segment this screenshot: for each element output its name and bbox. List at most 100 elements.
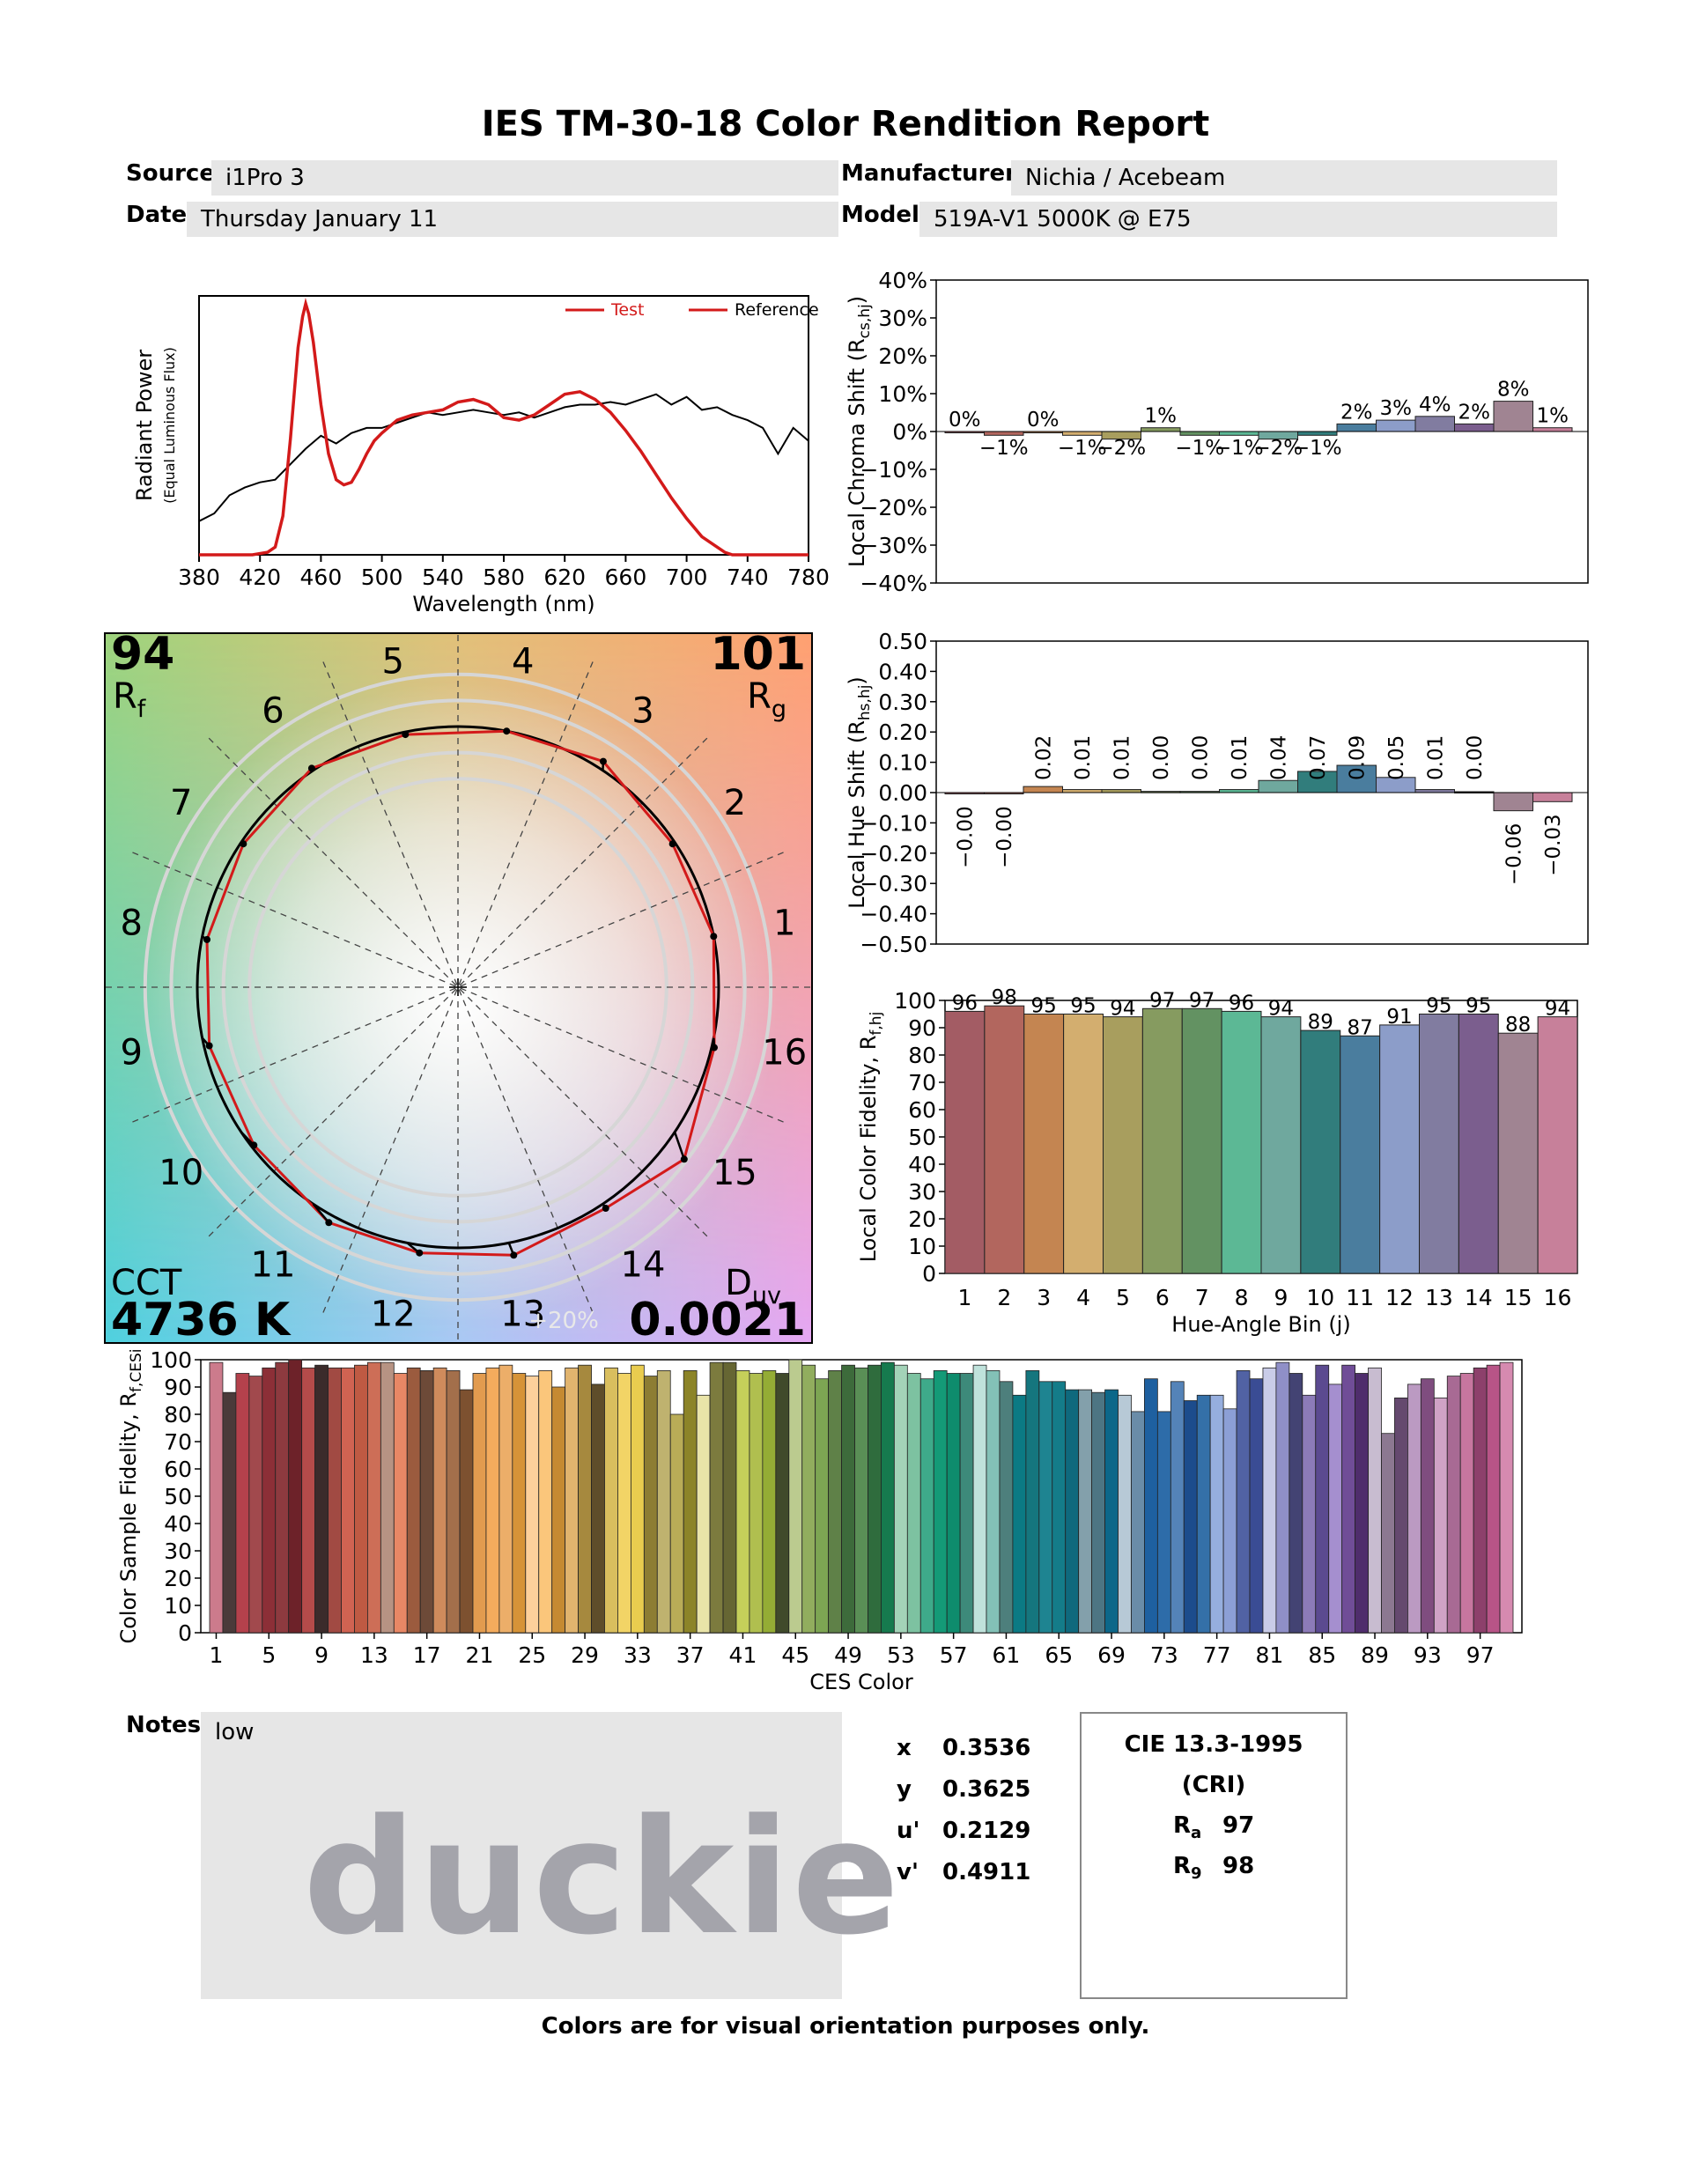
bar (944, 1010, 986, 1274)
y-tick-label: 0.40 (878, 659, 927, 684)
y-tick-label: 20 (164, 1566, 192, 1591)
notes-label: Notes: (126, 1712, 210, 1738)
ring-label: +20% (528, 1308, 599, 1334)
bin-divider (208, 737, 708, 1237)
data-label: −0.00 (993, 806, 1016, 867)
x-tick-label: 25 (518, 1642, 546, 1668)
data-label: 0.01 (1072, 735, 1095, 780)
data-label: 94 (1545, 998, 1570, 1021)
data-label: 94 (1110, 998, 1135, 1021)
x-tick-label: 15 (1504, 1285, 1532, 1310)
x-tick-label: 14 (1465, 1285, 1493, 1310)
data-label: −1% (1058, 437, 1107, 460)
coord-v-label: v' (897, 1859, 919, 1885)
x-tick-label: 380 (178, 564, 220, 590)
y-tick-label: 0.50 (878, 629, 927, 654)
bar (1078, 1389, 1093, 1634)
bar (459, 1389, 474, 1634)
bin-divider (132, 852, 784, 1123)
legend-label: Test (610, 300, 644, 320)
rg-label: Rg (747, 676, 786, 723)
bar (1454, 423, 1495, 432)
spectrum-chart: 380 420 460 500 540 580 620 660 700 740 780 Wavelen… (132, 295, 830, 616)
x-tick-label: 41 (729, 1642, 757, 1668)
duckie-watermark: duckie (303, 1786, 902, 1970)
bar (1446, 1376, 1461, 1634)
bar (1315, 1364, 1330, 1634)
bar (893, 1364, 908, 1634)
footer-note: Colors are for visual orientation purpos… (541, 2013, 1150, 2040)
x-tick-label: 1 (210, 1642, 224, 1668)
bar (366, 1361, 381, 1634)
bar (1260, 1016, 1302, 1274)
bin-label: 11 (251, 1244, 296, 1285)
data-label: 96 (1229, 992, 1254, 1015)
data-label: 89 (1308, 1011, 1333, 1034)
bar (959, 1373, 974, 1634)
bar (656, 1369, 671, 1634)
x-tick-label: 7 (1195, 1285, 1209, 1310)
x-tick-label: 12 (1385, 1285, 1414, 1310)
series-line-test (199, 298, 809, 557)
x-axis-label: Hue-Angle Bin (j) (1171, 1312, 1350, 1337)
data-label: 98 (992, 986, 1017, 1009)
bar (1340, 1035, 1381, 1274)
x-tick-label: 660 (605, 564, 647, 590)
coord-u-label: u' (897, 1818, 920, 1844)
data-label: 0.02 (1032, 735, 1055, 780)
cct-value: 4736 K (111, 1294, 292, 1344)
x-tick-label: 1 (957, 1285, 971, 1310)
bar (1023, 786, 1063, 793)
bar (578, 1364, 592, 1634)
x-tick-label: 93 (1414, 1642, 1442, 1668)
bin-label: 2 (724, 783, 746, 823)
y-tick-label: −10% (860, 457, 927, 483)
bar (933, 1369, 948, 1634)
x-tick-label: 16 (1544, 1285, 1572, 1310)
data-label: 1% (1145, 405, 1178, 428)
date-field: Thursday January 11 (187, 202, 838, 237)
y-axis-label: Color Sample Fidelity, Rf,CESi (116, 1348, 145, 1643)
bar (1091, 1391, 1105, 1634)
bin-divider (208, 737, 708, 1237)
bin-label: 13 (500, 1295, 545, 1335)
bin-label: 15 (713, 1153, 757, 1193)
bar (328, 1367, 342, 1634)
cri-box: CIE 13.3-1995 (CRI) Ra 97 R9 98 (1080, 1712, 1348, 1999)
reference-ring (247, 777, 668, 1198)
bin-divider (322, 661, 594, 1313)
bar (1221, 1010, 1262, 1274)
bar (1249, 1378, 1264, 1634)
y-tick-label: −0.50 (860, 932, 927, 957)
x-tick-label: 740 (727, 564, 769, 590)
data-label: 3% (1380, 397, 1413, 420)
y-axis-sublabel: (Equal Luminous Flux) (161, 347, 178, 504)
source-label: Source: (126, 160, 225, 187)
coord-v-value: 0.4911 (942, 1859, 1031, 1885)
data-label: 88 (1505, 1014, 1531, 1037)
x-tick-label: 77 (1203, 1642, 1231, 1668)
ra-label: Ra (1173, 1812, 1202, 1843)
data-label: 94 (1268, 998, 1294, 1021)
x-tick-label: 37 (676, 1642, 705, 1668)
y-tick-label: 0% (892, 419, 927, 445)
x-tick-label: 3 (1037, 1285, 1051, 1310)
x-tick-label: 6 (1156, 1285, 1170, 1310)
x-tick-label: 2 (997, 1285, 1011, 1310)
bin-divider (132, 852, 784, 1123)
bar (301, 1367, 315, 1634)
bar (1414, 416, 1455, 432)
bar (1258, 779, 1298, 793)
x-tick-label: 700 (666, 564, 708, 590)
data-label: 0.07 (1307, 735, 1330, 780)
y-tick-label: 80 (164, 1402, 192, 1428)
data-label: 0.04 (1267, 735, 1290, 780)
bar (1497, 1032, 1539, 1274)
y-tick-label: −0.40 (860, 902, 927, 927)
data-label: 95 (1466, 995, 1491, 1018)
chroma-shift-chart: 40% 30% 20% 10% 0% −10% −20% −30% −40% 0% −1% 0% −1%… (845, 268, 1589, 596)
y-tick-label: 80 (908, 1043, 936, 1068)
data-label: −0.03 (1542, 814, 1565, 875)
x-tick-label: 45 (781, 1642, 809, 1668)
